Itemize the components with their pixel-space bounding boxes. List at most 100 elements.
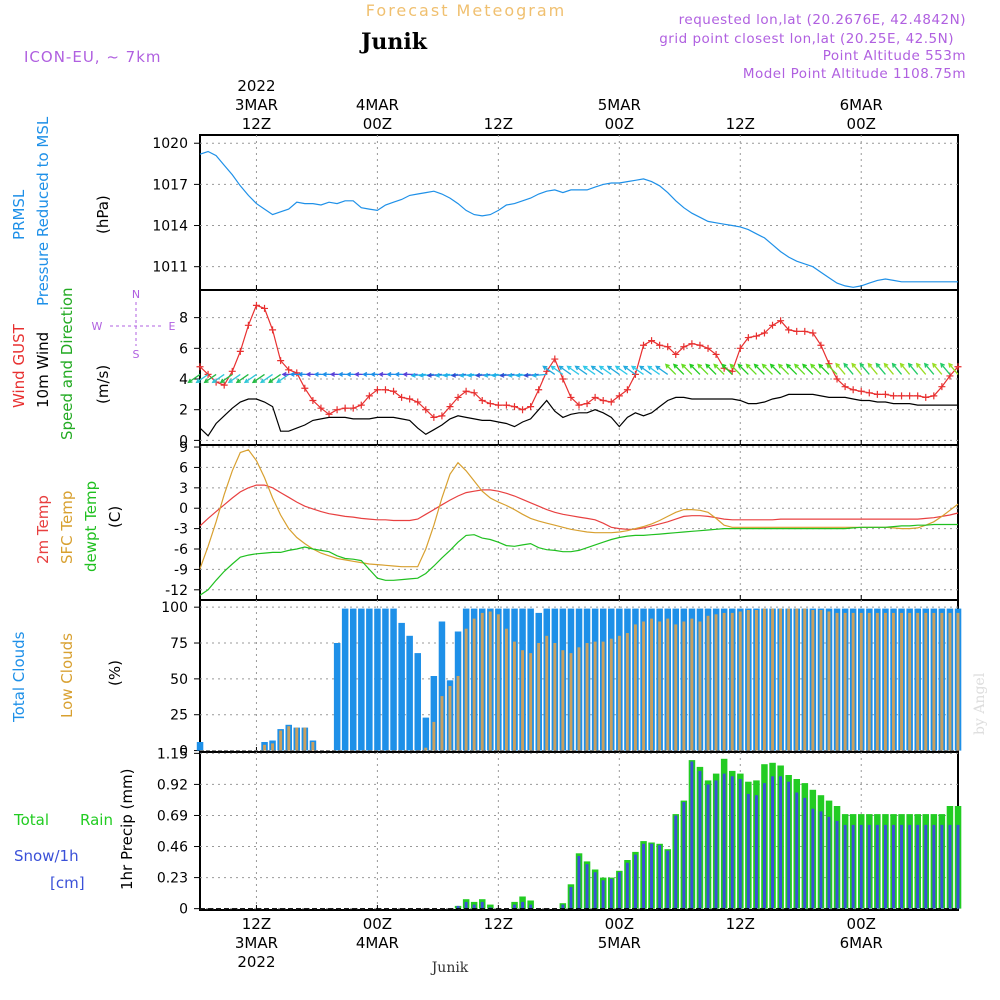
bar-low-clouds: [779, 608, 782, 751]
gust-marker: [817, 341, 825, 349]
label-rain: Rain: [80, 811, 113, 829]
wind-direction-arrow: [426, 372, 442, 378]
wind-direction-arrow: [826, 363, 838, 375]
bar-snow-1h: [924, 824, 928, 909]
bar-low-clouds: [642, 621, 645, 751]
wind-direction-arrow: [664, 363, 677, 375]
wind-direction-arrow: [689, 363, 701, 375]
series-line-dewpt-temp: [199, 523, 958, 596]
time-label-bottom: 3MAR: [235, 934, 278, 952]
y-tick-label: -3: [174, 522, 188, 538]
wind-direction-arrow: [899, 362, 911, 375]
gust-marker: [760, 329, 768, 337]
wind-direction-arrow: [259, 373, 273, 384]
wind-direction-arrow: [483, 372, 499, 378]
bar-low-clouds: [295, 727, 299, 751]
bar-low-clouds: [771, 608, 774, 751]
bar-low-clouds: [609, 638, 613, 751]
bar-low-clouds: [746, 610, 750, 751]
bar-snow-1h: [609, 878, 613, 909]
bar-snow-1h: [835, 820, 839, 909]
bar-snow-1h: [811, 808, 815, 909]
bar-snow-1h: [932, 824, 936, 909]
bar-low-clouds: [811, 610, 815, 751]
bar-low-clouds: [488, 611, 492, 751]
bar-total-clouds: [430, 676, 438, 751]
wind-direction-arrow: [713, 363, 725, 375]
bar-low-clouds: [730, 612, 734, 751]
compass-e: E: [169, 320, 176, 333]
gust-marker: [535, 386, 543, 394]
gust-marker: [510, 403, 518, 411]
bar-snow-1h: [561, 904, 565, 909]
wind-direction-arrow: [268, 373, 282, 384]
bar-low-clouds: [271, 743, 274, 751]
wind-direction-arrow: [219, 373, 233, 384]
bar-low-clouds: [795, 608, 799, 751]
bar-snow-1h: [682, 802, 686, 909]
wind-direction-arrow: [523, 372, 539, 378]
wind-direction-arrow: [761, 363, 773, 375]
bar-low-clouds: [859, 612, 863, 751]
wind-direction-arrow: [810, 363, 822, 375]
bar-snow-1h: [714, 780, 718, 909]
bar-snow-1h: [521, 901, 524, 909]
watermark: by Angel: [972, 672, 988, 735]
bar-low-clouds: [698, 621, 702, 751]
gust-marker: [664, 343, 672, 351]
bar-snow-1h: [650, 843, 653, 909]
gust-marker: [938, 383, 946, 391]
gust-marker: [252, 301, 260, 309]
bar-low-clouds: [867, 612, 871, 751]
bar-snow-1h: [480, 901, 484, 909]
wind-direction-arrow: [195, 373, 209, 384]
point-altitude: Point Altitude 553m: [823, 48, 966, 64]
bar-low-clouds: [738, 611, 742, 751]
time-label-bottom: 12Z: [726, 915, 755, 933]
bar-low-clouds: [521, 650, 524, 751]
bar-low-clouds: [851, 612, 855, 751]
wind-direction-arrow: [566, 365, 580, 375]
y-tick-label: 0.69: [157, 808, 188, 824]
gust-marker: [373, 386, 381, 394]
gust-marker: [849, 386, 857, 394]
panel-frame-temperature: [199, 444, 959, 601]
time-label-top: 00Z: [363, 115, 392, 133]
bar-low-clouds: [819, 610, 823, 751]
label-precip: 1hr Precip (mm): [118, 769, 136, 890]
wind-direction-arrow: [630, 365, 644, 375]
wind-direction-arrow: [835, 362, 846, 375]
bar-low-clouds: [892, 612, 895, 751]
label-prmsl: PRMSL: [10, 189, 28, 240]
bar-total: [487, 904, 494, 909]
bar-snow-1h: [464, 901, 468, 909]
y-tick-label: 1014: [152, 219, 188, 235]
wind-direction-arrow: [574, 365, 588, 375]
gust-marker: [446, 403, 454, 411]
wind-direction-arrow: [802, 363, 814, 375]
bar-snow-1h: [787, 781, 791, 909]
gust-marker: [930, 392, 938, 400]
time-label-bottom: 12Z: [242, 915, 271, 933]
bar-snow-1h: [859, 824, 863, 909]
bar-total-clouds: [341, 608, 349, 751]
bar-snow-1h: [593, 872, 597, 909]
y-tick-label: 75: [170, 636, 188, 652]
gust-marker: [462, 387, 470, 395]
requested-coords: requested lon,lat (20.2676E, 42.4842N): [679, 12, 966, 28]
gust-marker: [204, 370, 212, 378]
gust-marker: [680, 343, 688, 351]
bar-low-clouds: [835, 612, 839, 751]
bar-low-clouds: [827, 611, 831, 751]
time-label-bottom: 2022: [237, 953, 275, 971]
series-line-pressure: [199, 150, 958, 288]
bar-snow-1h: [948, 824, 952, 909]
bar-snow-1h: [884, 824, 887, 909]
gust-marker: [898, 392, 906, 400]
bar-total-clouds: [374, 608, 381, 751]
bar-low-clouds: [956, 612, 960, 751]
wind-direction-arrow: [672, 363, 685, 375]
wind-direction-arrow: [450, 372, 467, 378]
subtitle: Forecast Meteogram: [366, 1, 566, 20]
series-line-10m-wind: [199, 393, 958, 437]
